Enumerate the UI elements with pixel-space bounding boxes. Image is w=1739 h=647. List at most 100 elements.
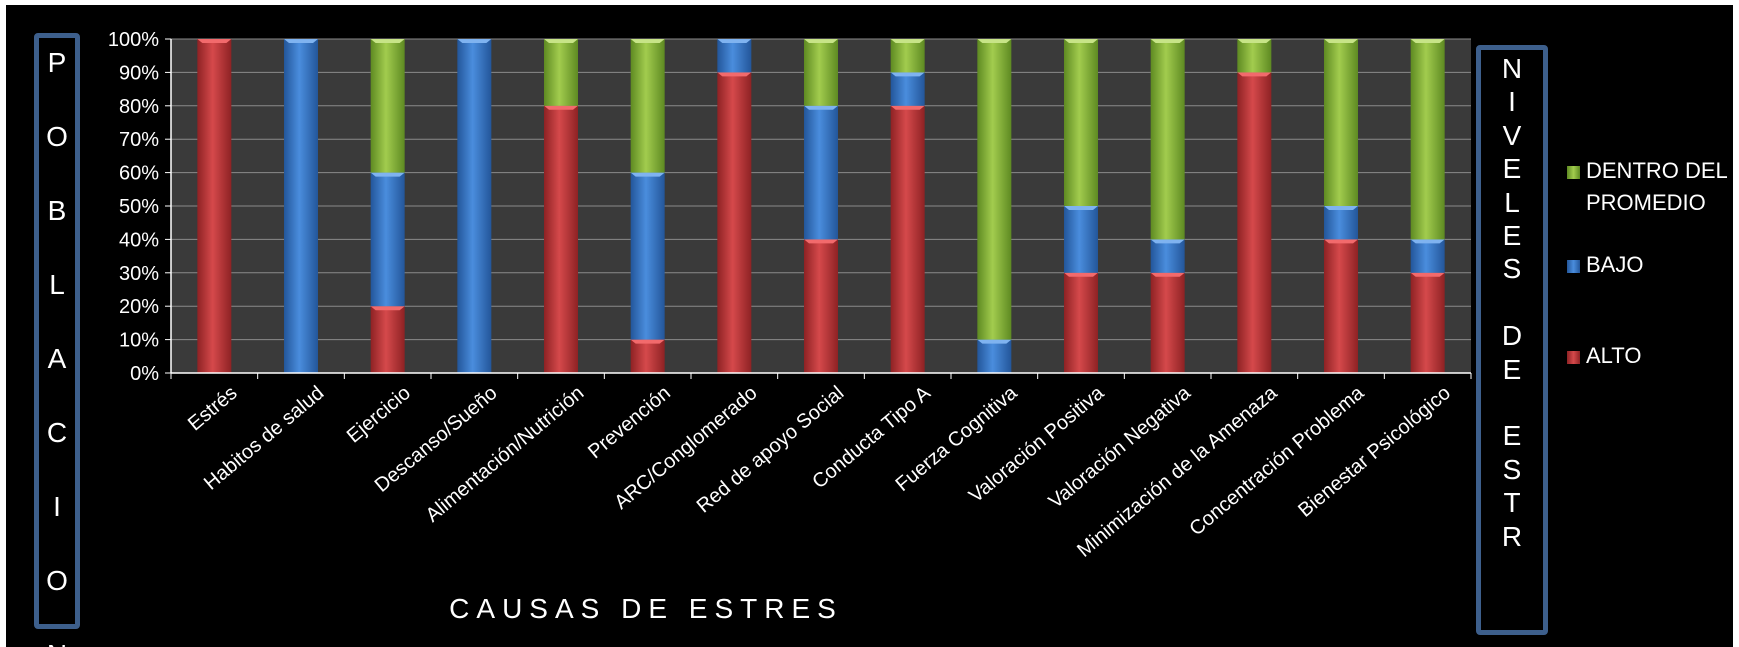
bar-segment-dentro-del-promedio (1324, 39, 1358, 206)
bar-segment-alto (890, 105, 925, 374)
y-tick-label: 60% (119, 163, 159, 185)
bar-segment-cap (804, 239, 838, 244)
bar-segment-cap (804, 39, 838, 43)
bar-segment-dentro-del-promedio (370, 39, 405, 173)
bar-segment-cap (1150, 39, 1185, 43)
bar-segment-cap (890, 72, 925, 77)
legend-swatch (1566, 350, 1581, 365)
bar-segment-cap (1150, 272, 1185, 277)
y-tick-label: 80% (119, 96, 159, 118)
stacked-bar-chart: 0% 10% 20% 30% 40% 50% 60% 70% 80% 90% 100% Estrés… (108, 29, 1472, 624)
bar-segment-cap (1324, 239, 1358, 244)
bar-segment-cap (630, 339, 665, 344)
x-tick-label: Ejercicio (343, 382, 415, 447)
right-axis-title-letter: T (1503, 487, 1521, 519)
y-axis-title-letter: B (47, 195, 67, 226)
bar-segment-alto (630, 339, 665, 373)
bar-segment-cap (1150, 239, 1185, 244)
bar-segment-alto (1064, 272, 1098, 373)
y-axis-title-letter: N (37, 639, 77, 647)
y-axis-title-letter: O (46, 565, 68, 596)
bar-segment-alto (1324, 239, 1358, 373)
bar-segment-dentro-del-promedio (630, 39, 665, 173)
bar-segment-alto (1237, 72, 1272, 374)
bar-segment-dentro-del-promedio (1064, 39, 1098, 206)
legend-swatch (1566, 165, 1581, 180)
bar-segment-bajo (804, 105, 838, 240)
bar-segment-dentro-del-promedio (1237, 39, 1272, 73)
legend-label: ALTO (1586, 343, 1642, 368)
bar-segment-dentro-del-promedio (977, 39, 1012, 340)
right-axis-title-letter: I (1508, 86, 1516, 118)
right-axis-title-letter: E (1502, 353, 1522, 385)
legend-item-bajo: BAJO (1566, 249, 1733, 281)
y-axis-title-letter: I (53, 491, 61, 522)
y-axis-title-letter: P (47, 47, 67, 78)
y-axis-title-letter: L (49, 269, 65, 300)
bar-segment-cap (457, 39, 492, 43)
bar-segment-cap (630, 39, 665, 43)
bar-segment-bajo (457, 39, 492, 373)
bar-segment-alto (804, 239, 838, 373)
legend-label-line2: PROMEDIO (1586, 190, 1706, 215)
bar-segment-dentro-del-promedio (890, 39, 925, 73)
bar-segment-cap (1064, 39, 1098, 43)
bar-segment-cap (717, 72, 752, 77)
y-tick-label: 0% (130, 363, 159, 385)
bar-segment-bajo (284, 39, 318, 373)
bar-segment-cap (370, 39, 405, 43)
bar-segment-alto (197, 39, 232, 373)
legend-item-dentro-del-promedio: DENTRO DEL PROMEDIO (1566, 155, 1733, 219)
y-axis-title-letter: A (47, 343, 67, 374)
bar-segment-cap (284, 39, 318, 43)
bar-segment-cap (1237, 39, 1272, 43)
bar-segment-cap (1324, 206, 1358, 210)
bar-segment-cap (717, 39, 752, 43)
bar-segment-dentro-del-promedio (544, 39, 578, 106)
bar-segment-bajo (890, 72, 925, 106)
y-tick-label: 70% (119, 129, 159, 151)
bar-segment-alto (544, 105, 578, 374)
x-tick-label: Concentración Problema (1185, 381, 1368, 540)
right-axis-title-letter: R (1501, 520, 1523, 552)
legend-item-alto: ALTO (1566, 340, 1733, 372)
right-axis-title-letter: S (1502, 253, 1522, 285)
bar-segment-cap (890, 105, 925, 110)
bar-segment-alto (1410, 272, 1445, 373)
right-axis-title-letter: N (1501, 53, 1523, 84)
bar-segment-cap (1410, 39, 1445, 43)
bar-segment-cap (804, 105, 838, 110)
bar-segment-bajo (1324, 206, 1358, 240)
x-tick-label: Estrés (184, 382, 242, 435)
bar-segment-cap (544, 105, 578, 110)
x-axis-title: CAUSAS DE ESTRES (449, 593, 843, 624)
bar-segment-bajo (1064, 206, 1098, 273)
bar-segment-alto (370, 306, 405, 373)
bar-segment-alto (717, 72, 752, 374)
right-axis-title-letter: E (1502, 153, 1522, 185)
bar-segment-dentro-del-promedio (1150, 39, 1185, 240)
bar-segment-cap (1410, 239, 1445, 244)
y-axis-title-letter: C (46, 417, 68, 448)
bar-segment-cap (197, 39, 232, 43)
x-tick-label: Bienestar Psicológico (1294, 382, 1455, 522)
y-tick-label: 90% (119, 62, 159, 84)
bar-segment-cap (1064, 272, 1098, 277)
bar-segment-alto (1150, 272, 1185, 373)
legend-swatch (1566, 259, 1581, 274)
right-title-box (1476, 45, 1548, 635)
bar-segment-cap (977, 339, 1012, 344)
y-axis-title-letter: O (46, 121, 68, 152)
bar-segment-dentro-del-promedio (804, 39, 838, 106)
bar-segment-cap (1237, 72, 1272, 77)
right-axis-title-letter: E (1502, 220, 1522, 251)
right-axis-title-letter: S (1502, 453, 1522, 485)
bar-segment-bajo (1410, 239, 1445, 273)
right-axis-title-letter: D (1501, 320, 1523, 352)
right-axis-title-letter: V (1502, 119, 1522, 151)
bar-segment-bajo (1150, 239, 1185, 273)
x-tick-label: Valoración Negativa (1045, 381, 1196, 513)
legend-label: BAJO (1586, 252, 1644, 277)
x-tick-label: Prevención (584, 382, 675, 463)
bar-segment-bajo (370, 172, 405, 307)
